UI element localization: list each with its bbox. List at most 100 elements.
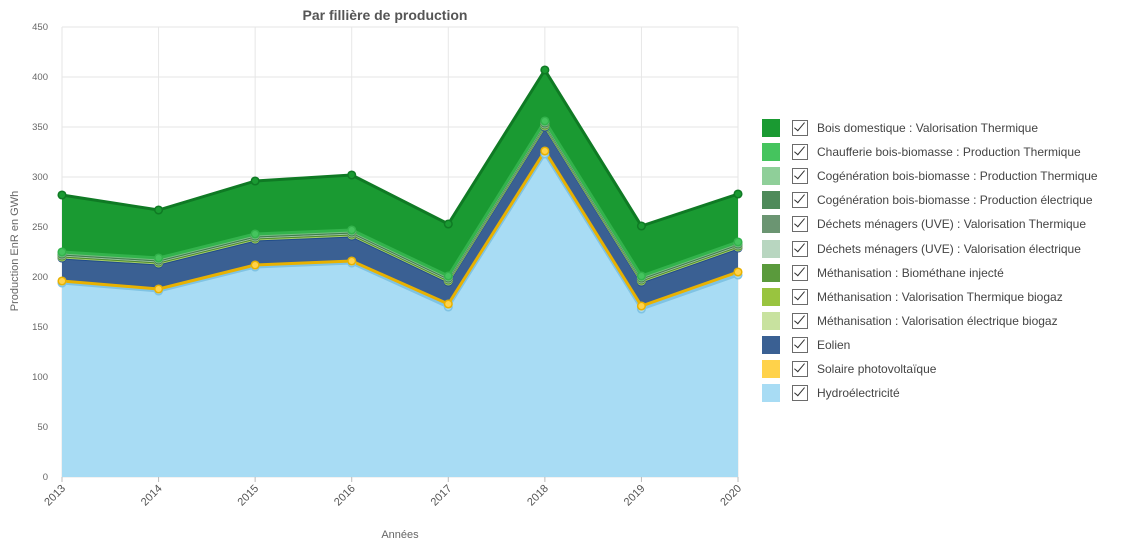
series-line-11 (61, 68, 739, 228)
data-point[interactable] (733, 237, 743, 247)
data-point[interactable] (154, 205, 164, 215)
legend-item[interactable]: Méthanisation : Valorisation électrique … (762, 309, 1130, 333)
series-line-0 (61, 152, 739, 311)
legend-label: Hydroélectricité (817, 386, 900, 401)
y-axis-title: Production EnR en GWh (9, 191, 21, 311)
series-lines (61, 68, 739, 311)
data-point[interactable] (636, 271, 646, 281)
legend-swatch (762, 311, 780, 330)
data-point[interactable] (347, 256, 357, 266)
legend-item[interactable]: Déchets ménagers (UVE) : Valorisation Th… (762, 212, 1130, 236)
data-point[interactable] (733, 189, 743, 199)
data-point[interactable] (347, 225, 357, 235)
legend-item[interactable]: Chaufferie bois-biomasse : Production Th… (762, 140, 1130, 164)
y-tick-label: 0 (43, 472, 48, 483)
y-tick-label: 350 (32, 122, 48, 133)
legend-swatch (762, 384, 780, 403)
legend-label: Eolien (817, 337, 851, 352)
data-point[interactable] (733, 267, 743, 277)
legend-swatch (762, 143, 780, 162)
legend: Bois domestique : Valorisation Thermique… (762, 116, 1130, 405)
checkbox-checked-icon[interactable] (792, 264, 808, 281)
legend-swatch (762, 239, 780, 258)
data-point[interactable] (154, 284, 164, 294)
data-point[interactable] (250, 229, 260, 239)
series-area-0 (62, 154, 738, 477)
legend-label: Solaire photovoltaïque (817, 361, 937, 376)
checkbox-checked-icon[interactable] (792, 120, 808, 137)
checkbox-checked-icon[interactable] (792, 192, 808, 209)
chart-title: Par fillière de production (303, 7, 468, 23)
checkbox-checked-icon[interactable] (792, 240, 808, 257)
series-line-10 (61, 119, 739, 278)
legend-swatch (762, 359, 780, 378)
legend-label: Cogénération bois-biomasse : Production … (817, 169, 1098, 184)
legend-item[interactable]: Eolien (762, 333, 1130, 357)
legend-label: Chaufferie bois-biomasse : Production Th… (817, 145, 1081, 160)
legend-label: Méthanisation : Valorisation Thermique b… (817, 289, 1063, 304)
y-tick-label: 100 (32, 372, 48, 383)
legend-item[interactable]: Cogénération bois-biomasse : Production … (762, 164, 1130, 188)
legend-item[interactable]: Hydroélectricité (762, 381, 1130, 405)
y-axis-ticks: 0 50 100 150 200 250 300 350 400 450 (32, 22, 48, 483)
series-line-1 (61, 149, 739, 308)
checkbox-checked-icon[interactable] (792, 336, 808, 353)
y-tick-label: 400 (32, 72, 48, 83)
legend-item[interactable]: Bois domestique : Valorisation Thermique (762, 116, 1130, 140)
data-point[interactable] (636, 301, 646, 311)
data-point[interactable] (540, 116, 550, 126)
x-tick-label: 2016 (332, 483, 358, 509)
x-tick-label: 2014 (139, 483, 165, 509)
series-area-2 (62, 127, 738, 306)
x-tick-label: 2013 (42, 483, 68, 509)
legend-label: Déchets ménagers (UVE) : Valorisation él… (817, 241, 1081, 256)
legend-item[interactable]: Méthanisation : Valorisation Thermique b… (762, 285, 1130, 309)
data-point[interactable] (540, 65, 550, 75)
x-axis-title: Années (381, 529, 419, 541)
legend-label: Méthanisation : Valorisation électrique … (817, 313, 1058, 328)
legend-label: Bois domestique : Valorisation Thermique (817, 121, 1039, 136)
checkbox-checked-icon[interactable] (792, 312, 808, 329)
checkbox-checked-icon[interactable] (792, 216, 808, 233)
data-point[interactable] (57, 247, 67, 257)
legend-swatch (762, 215, 780, 234)
data-point[interactable] (443, 271, 453, 281)
x-tick-label: 2017 (429, 483, 455, 509)
data-point[interactable] (250, 260, 260, 270)
legend-label: Méthanisation : Biométhane injecté (817, 265, 1004, 280)
y-tick-label: 150 (32, 322, 48, 333)
legend-label: Cogénération bois-biomasse : Production … (817, 193, 1093, 208)
data-point[interactable] (57, 190, 67, 200)
data-point[interactable] (443, 299, 453, 309)
y-tick-label: 450 (32, 22, 48, 33)
data-point[interactable] (250, 176, 260, 186)
data-point[interactable] (154, 253, 164, 263)
x-tick-label: 2020 (718, 483, 744, 509)
data-point[interactable] (57, 276, 67, 286)
legend-item[interactable]: Solaire photovoltaïque (762, 357, 1130, 381)
y-tick-label: 50 (37, 422, 48, 433)
y-tick-label: 250 (32, 222, 48, 233)
legend-swatch (762, 335, 780, 354)
checkbox-checked-icon[interactable] (792, 385, 808, 402)
data-point[interactable] (347, 170, 357, 180)
y-tick-label: 200 (32, 272, 48, 283)
data-point[interactable] (636, 221, 646, 231)
checkbox-checked-icon[interactable] (792, 288, 808, 305)
data-point[interactable] (443, 219, 453, 229)
data-point[interactable] (540, 146, 550, 156)
x-axis-ticks: 2013 2014 2015 2016 2017 2018 2019 2020 (42, 483, 744, 509)
legend-swatch (762, 119, 780, 138)
y-tick-label: 300 (32, 172, 48, 183)
legend-swatch (762, 287, 780, 306)
series-area-11 (62, 70, 738, 276)
x-tick-label: 2019 (622, 483, 648, 509)
legend-swatch (762, 263, 780, 282)
legend-item[interactable]: Cogénération bois-biomasse : Production … (762, 188, 1130, 212)
legend-item[interactable]: Déchets ménagers (UVE) : Valorisation él… (762, 236, 1130, 260)
legend-item[interactable]: Méthanisation : Biométhane injecté (762, 261, 1130, 285)
checkbox-checked-icon[interactable] (792, 144, 808, 161)
checkbox-checked-icon[interactable] (792, 360, 808, 377)
checkbox-checked-icon[interactable] (792, 168, 808, 185)
